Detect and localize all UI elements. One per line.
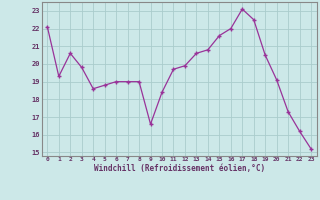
X-axis label: Windchill (Refroidissement éolien,°C): Windchill (Refroidissement éolien,°C): [94, 164, 265, 173]
